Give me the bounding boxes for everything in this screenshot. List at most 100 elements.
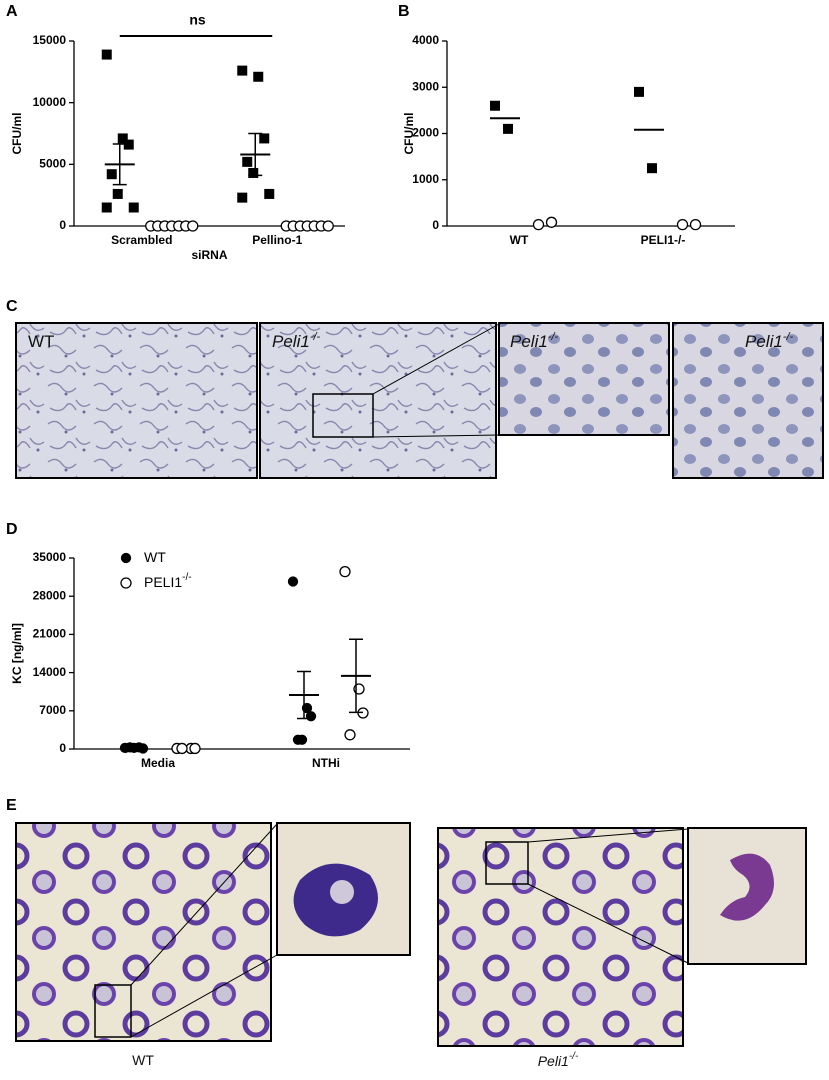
x-axis-label: siRNA: [191, 248, 227, 262]
zoom-line: [372, 323, 500, 395]
point: [305, 711, 317, 722]
image: [672, 322, 824, 479]
y-axis-label: KC [ng/ml]: [10, 623, 24, 684]
x-tick-label: PELI1-/-: [641, 233, 686, 247]
panel-letter: C: [6, 298, 18, 315]
caption-superscript: -/-: [569, 1051, 579, 1062]
point: [344, 729, 356, 741]
image-label: WT: [28, 332, 54, 351]
point: [634, 86, 644, 97]
image-label: Peli1-/-: [272, 331, 321, 352]
panel-letter: A: [6, 3, 18, 20]
y-tick-label: 0: [59, 218, 66, 232]
label-text: Peli1: [745, 332, 783, 351]
zoom-line: [527, 828, 689, 843]
label-text: Peli1: [272, 332, 310, 351]
point: [248, 167, 259, 178]
panel-letter: B: [398, 3, 410, 20]
image: [259, 322, 497, 479]
point: [322, 220, 334, 232]
y-tick-label: 10000: [33, 95, 67, 109]
x-tick-label: Scrambled: [111, 233, 172, 247]
error-bar: [349, 638, 363, 714]
label-text: Peli1: [510, 332, 548, 351]
image-label: Peli1-/-: [745, 331, 794, 352]
y-tick-label: 21000: [33, 627, 67, 641]
zoom-box: [485, 841, 529, 885]
y-tick-label: 5000: [39, 157, 66, 171]
point: [237, 192, 248, 203]
axis: [446, 41, 735, 227]
caption-text: WT: [132, 1052, 154, 1068]
cell: [330, 880, 354, 904]
legend-superscript: -/-: [182, 572, 191, 583]
label-superscript: -/-: [783, 331, 794, 343]
point: [120, 577, 132, 589]
point: [503, 123, 513, 134]
y-tick-label: 0: [59, 741, 66, 755]
point: [101, 202, 112, 213]
y-tick-label: 4000: [412, 33, 439, 47]
x-tick-label: Media: [141, 756, 175, 770]
legend-label: PELI1-/-: [144, 572, 192, 590]
x-tick-label: WT: [510, 233, 529, 247]
point: [545, 216, 558, 228]
point: [112, 188, 123, 199]
point: [137, 743, 149, 754]
point: [237, 65, 248, 76]
point: [296, 734, 308, 745]
point: [120, 552, 132, 564]
error-bar: [112, 143, 127, 186]
zoom-line: [372, 434, 500, 438]
error-bar: [297, 670, 311, 720]
zoom-line: [130, 823, 278, 986]
image: [15, 322, 258, 479]
point: [490, 100, 500, 111]
point: [259, 133, 270, 144]
point: [189, 742, 201, 755]
x-tick-label: Pellino-1: [252, 233, 302, 247]
y-tick-label: 14000: [33, 665, 67, 679]
point: [532, 218, 545, 231]
point: [187, 220, 199, 232]
legend-text: PELI1: [144, 574, 182, 590]
panel-letter: D: [6, 521, 18, 538]
point: [287, 576, 299, 587]
point: [647, 163, 657, 174]
significance-label: ns: [189, 12, 206, 28]
cell: [720, 853, 774, 921]
y-tick-label: 3000: [412, 79, 439, 93]
point: [106, 169, 117, 180]
y-tick-label: 0: [432, 218, 439, 232]
y-tick-label: 1000: [412, 172, 439, 186]
panel-letter: E: [6, 797, 17, 814]
label-superscript: -/-: [310, 331, 321, 343]
legend-text: WT: [144, 549, 166, 565]
y-axis-label: CFU/ml: [402, 113, 416, 155]
legend-label: WT: [144, 549, 166, 565]
y-tick-label: 15000: [33, 33, 67, 47]
image-caption: WT: [132, 1052, 154, 1068]
image-caption: Peli1-/-: [538, 1051, 579, 1069]
point: [101, 49, 112, 60]
x-tick-label: NTHi: [312, 756, 340, 770]
image: [437, 827, 684, 1047]
y-tick-label: 35000: [33, 550, 67, 564]
point: [117, 133, 128, 144]
point: [123, 139, 134, 150]
point: [128, 742, 140, 754]
point: [676, 218, 689, 231]
y-tick-label: 7000: [39, 703, 66, 717]
point: [242, 156, 253, 167]
label-text: WT: [28, 332, 54, 351]
image: [498, 322, 670, 436]
point: [128, 202, 139, 213]
point: [176, 742, 188, 755]
image: [15, 822, 272, 1042]
image-label: Peli1-/-: [510, 331, 559, 352]
zoom-box: [94, 984, 132, 1038]
y-axis-label: CFU/ml: [10, 113, 24, 155]
y-tick-label: 28000: [33, 588, 67, 602]
zoom-line: [527, 883, 689, 964]
